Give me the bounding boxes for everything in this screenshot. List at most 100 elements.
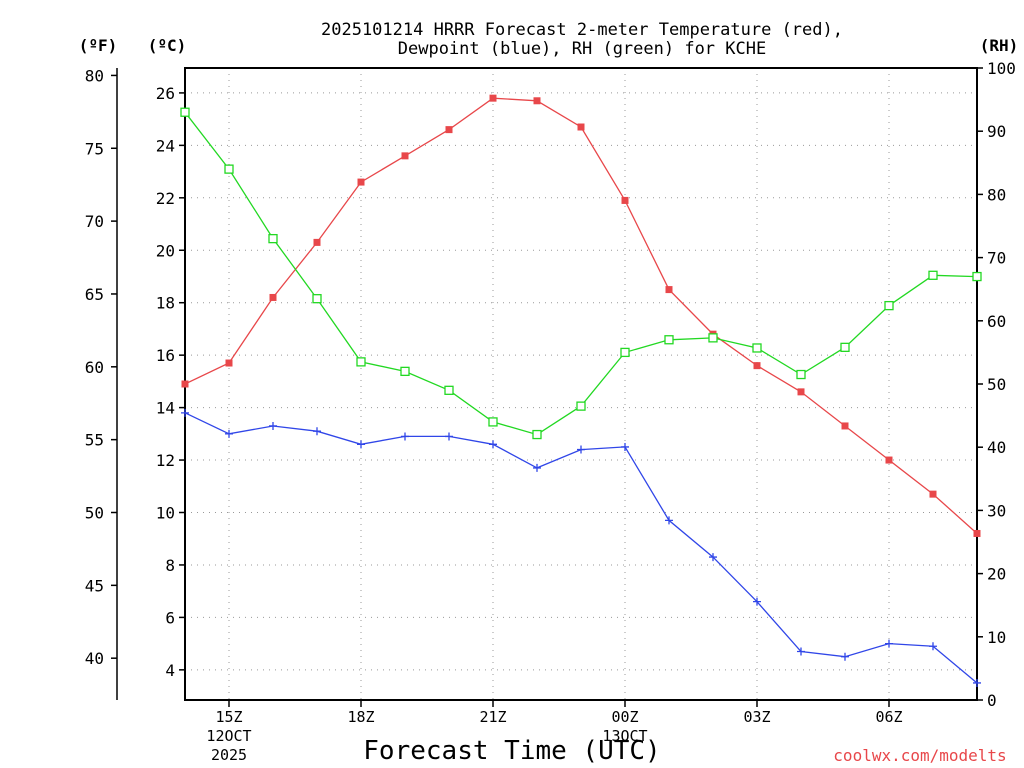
dewpoint-point — [885, 639, 893, 648]
fahrenheit-tick-label: 40 — [85, 649, 104, 668]
temperature-point — [885, 456, 893, 464]
rh-point — [268, 233, 278, 244]
temperature-point — [445, 126, 453, 134]
rh-point — [532, 429, 542, 440]
time-tick-label: 15Z — [215, 708, 242, 726]
rh-point — [312, 294, 322, 304]
rh-tick-label: 90 — [987, 122, 1006, 141]
dewpoint-point — [313, 427, 321, 436]
rh-tick-label: 30 — [987, 501, 1006, 520]
celsius-tick-label: 18 — [156, 294, 175, 313]
temperature-point — [929, 490, 937, 498]
temperature-point — [357, 178, 365, 186]
dewpoint-point — [621, 442, 629, 451]
fahrenheit-tick-label: 55 — [85, 431, 104, 450]
rh-point — [972, 271, 982, 282]
temperature-point — [665, 286, 673, 294]
time-tick-label: 12OCT — [206, 727, 251, 745]
dewpoint-point — [577, 445, 585, 454]
temperature-point — [841, 422, 849, 430]
rh-point — [224, 164, 234, 174]
rh-point — [752, 343, 762, 353]
x-axis-title: Forecast Time (UTC) — [363, 736, 660, 766]
celsius-unit-label: (ºC) — [148, 36, 187, 55]
dewpoint-point — [225, 429, 233, 438]
celsius-tick-label: 10 — [156, 503, 175, 522]
chart-title-line1: 2025101214 HRRR Forecast 2-meter Tempera… — [321, 20, 843, 40]
celsius-tick-label: 6 — [165, 608, 175, 627]
fahrenheit-axis: 40 45 50 55 60 65 70 75 80 — [85, 66, 117, 668]
temperature-point — [973, 529, 981, 537]
rh-point — [840, 342, 850, 352]
rh-tick-label: 40 — [987, 438, 1006, 457]
series-layer — [180, 94, 982, 687]
rh-point — [576, 401, 586, 411]
rh-point — [884, 300, 894, 311]
rh-unit-label: (RH) — [980, 36, 1019, 55]
celsius-tick-label: 20 — [156, 241, 175, 260]
grid-lines — [185, 68, 977, 700]
temperature-point — [797, 388, 805, 396]
rh-point — [400, 366, 410, 377]
temperature-point — [181, 380, 189, 388]
plot-frame — [184, 67, 978, 701]
celsius-tick-label: 12 — [156, 451, 175, 470]
time-tick-label: 00Z — [611, 708, 638, 726]
fahrenheit-tick-label: 50 — [85, 503, 104, 522]
rh-tick-label: 100 — [987, 59, 1016, 78]
time-tick-label: 2025 — [211, 746, 247, 764]
rh-tick-label: 10 — [987, 628, 1006, 647]
fahrenheit-tick-label: 60 — [85, 358, 104, 377]
celsius-tick-label: 14 — [156, 399, 175, 418]
temperature-point — [577, 123, 585, 131]
dewpoint-point — [753, 597, 761, 606]
temperature-point — [401, 152, 409, 160]
rh-tick-label: 0 — [987, 691, 997, 710]
dewpoint-point — [401, 432, 409, 441]
celsius-tick-label: 24 — [156, 136, 175, 155]
dewpoint-point — [489, 440, 497, 449]
rh-point — [444, 385, 454, 395]
temperature-point — [269, 293, 277, 301]
celsius-tick-label: 8 — [165, 556, 175, 575]
fahrenheit-tick-label: 45 — [85, 576, 104, 595]
temperature-point — [533, 97, 541, 105]
rh-point — [356, 357, 366, 367]
rh-axis: 0 10 20 30 40 50 60 70 80 90 100 — [977, 59, 1016, 710]
rh-point — [708, 333, 718, 343]
dewpoint-point — [181, 408, 189, 417]
rh-tick-label: 70 — [987, 249, 1006, 268]
rh-series-line — [184, 111, 978, 436]
temperature-series-line — [184, 97, 978, 534]
fahrenheit-tick-label: 70 — [85, 212, 104, 231]
dewpoint-point — [445, 432, 453, 441]
temperature-point — [621, 196, 629, 204]
rh-point — [620, 347, 630, 358]
rh-point — [664, 335, 674, 345]
dewpoint-point — [709, 553, 717, 562]
rh-tick-label: 50 — [987, 375, 1006, 394]
rh-point — [928, 270, 938, 280]
watermark: coolwx.com/modelts — [833, 746, 1006, 765]
fahrenheit-tick-label: 75 — [85, 139, 104, 158]
fahrenheit-tick-label: 80 — [85, 66, 104, 85]
dewpoint-point — [797, 647, 805, 656]
dewpoint-point — [533, 463, 541, 472]
dewpoint-point — [357, 440, 365, 449]
celsius-tick-label: 4 — [165, 661, 175, 680]
rh-point — [488, 417, 498, 427]
rh-point — [796, 369, 806, 380]
rh-tick-label: 80 — [987, 185, 1006, 204]
dewpoint-point — [841, 652, 849, 661]
temperature-point — [489, 94, 497, 102]
time-tick-label: 21Z — [479, 708, 506, 726]
dewpoint-point — [929, 642, 937, 651]
chart-title-line2: Dewpoint (blue), RH (green) for KCHE — [398, 39, 766, 59]
time-tick-label: 03Z — [743, 708, 770, 726]
rh-tick-label: 60 — [987, 312, 1006, 331]
celsius-axis: 4 6 8 10 12 14 16 18 20 22 24 26 — [156, 84, 185, 680]
temperature-point — [753, 362, 761, 370]
time-tick-label: 13OCT — [602, 727, 647, 745]
